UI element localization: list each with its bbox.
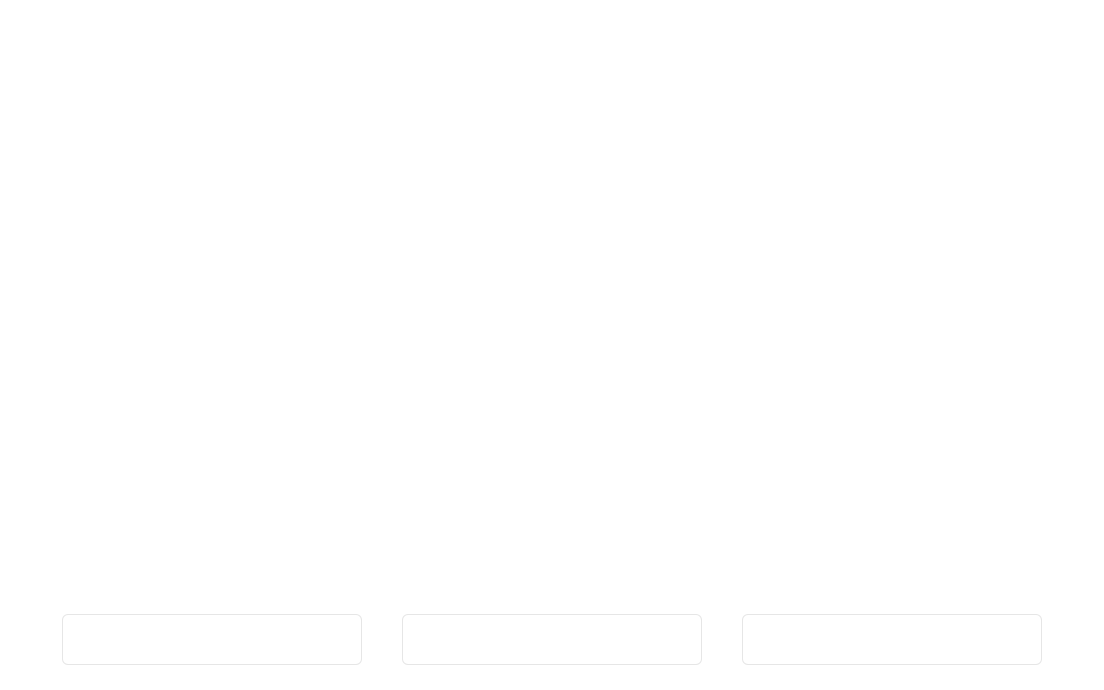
legend-title-avg <box>413 631 691 640</box>
dot-icon <box>544 631 553 640</box>
legend-title-max <box>753 631 1031 640</box>
legend-title-min <box>73 631 351 640</box>
gauge-svg <box>0 0 1104 560</box>
cost-gauge <box>0 0 1104 560</box>
legend-row <box>0 614 1104 665</box>
legend-card-avg <box>402 614 702 665</box>
legend-card-max <box>742 614 1042 665</box>
legend-card-min <box>62 614 362 665</box>
dot-icon <box>204 631 213 640</box>
dot-icon <box>884 631 893 640</box>
